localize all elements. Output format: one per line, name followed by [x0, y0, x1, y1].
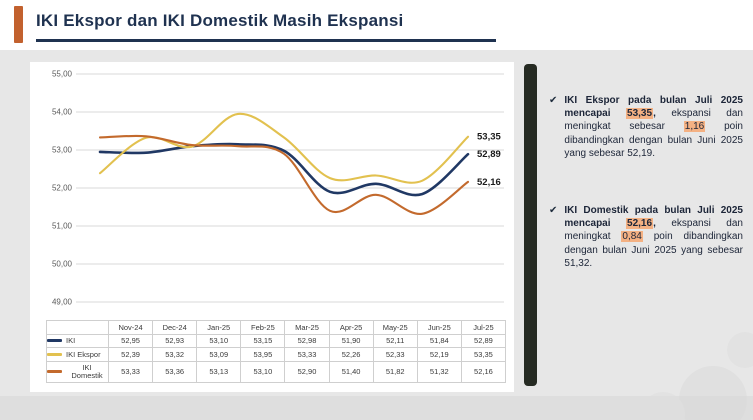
check-icon: ✔ — [549, 204, 558, 216]
series-name: IKI Ekspor — [66, 349, 101, 359]
y-axis-tick-label: 55,00 — [52, 70, 73, 79]
table-value-cell: 53,33 — [284, 347, 330, 362]
table-row: IKI Ekspor 52,39 53,32 53,09 53,95 53,33 52,26… — [46, 347, 507, 362]
table-value-cell: 52,93 — [152, 333, 198, 348]
insight-bullet: ✔ IKI Ekspor pada bulan Juli 2025 mencapa… — [549, 94, 743, 160]
line-chart: 55,00 54,00 53,00 52,00 51,00 50,00 49,00 52,89… — [52, 70, 504, 307]
side-accent-bar — [524, 64, 537, 386]
table-value-cell: 53,09 — [196, 347, 242, 362]
table-value-cell: 51,82 — [372, 360, 418, 383]
text-segment: IKI Domestik pada bulan Juli 2025 mencap… — [564, 204, 743, 230]
table-value-cell: 53,10 — [240, 360, 286, 383]
text-segment: IKI Ekspor pada bulan Juli 2025 mencapai — [564, 95, 743, 120]
chart-data-table-wrap: Nov-24 Dec-24 Jan-25 Feb-25 Mar-25 Apr-25 May-… — [46, 320, 507, 383]
table-month-header: Apr-25 — [328, 320, 374, 335]
table-value-cell: 53,35 — [460, 347, 507, 362]
table-value-cell: 51,40 — [328, 360, 374, 383]
text-segment: , — [653, 108, 672, 120]
table-month-header: Jun-25 — [416, 320, 462, 335]
text-segment: , — [653, 218, 672, 230]
table-value-cell: 51,90 — [328, 333, 374, 348]
table-month-header: Feb-25 — [240, 320, 286, 335]
series-end-label: 52,16 — [477, 177, 501, 188]
table-value-cell: 52,33 — [372, 347, 418, 362]
title-underline — [36, 39, 496, 42]
background-pattern — [641, 332, 753, 420]
header-bar: IKI Ekspor dan IKI Domestik Masih Ekspan… — [0, 0, 753, 50]
y-axis-tick-label: 51,00 — [52, 222, 73, 231]
series-legend-cell: IKI — [46, 333, 109, 348]
table-value-cell: 53,95 — [240, 347, 286, 362]
series-legend-cell: IKI Ekspor — [46, 347, 109, 362]
table-value-cell: 52,26 — [328, 347, 374, 362]
table-value-cell: 52,98 — [284, 333, 330, 348]
text-segment: poin dibandingkan dengan bulan Juni 2025… — [564, 121, 743, 159]
series-name: IKI — [66, 336, 76, 345]
table-value-cell: 53,13 — [196, 360, 242, 383]
table-value-cell: 52,95 — [107, 333, 154, 348]
highlighted-value: 53,35 — [626, 108, 654, 120]
text-segment: ekspansi dan meningkat — [564, 218, 743, 243]
text-segment: ekspansi dan meningkat sebesar — [564, 108, 743, 133]
insight-text: IKI Domestik pada bulan Juli 2025 mencap… — [564, 204, 743, 270]
highlighted-value: 0,84 — [621, 231, 643, 243]
series-end-label: 52,89 — [477, 149, 501, 160]
y-axis-tick-label: 52,00 — [52, 184, 73, 193]
table-month-header: Nov-24 — [107, 320, 154, 335]
chart-card: 55,00 54,00 53,00 52,00 51,00 50,00 49,00 52,89… — [30, 62, 514, 392]
table-value-cell: 53,10 — [196, 333, 242, 348]
insight-bullet: ✔ IKI Domestik pada bulan Juli 2025 menca… — [549, 204, 743, 270]
highlighted-value: 1,16 — [683, 121, 706, 133]
table-value-cell: 52,19 — [416, 347, 462, 362]
table-value-cell: 53,32 — [152, 347, 198, 362]
table-month-header: May-25 — [372, 320, 418, 335]
table-month-header: Jan-25 — [196, 320, 242, 335]
series-legend-cell: IKI Domestik — [46, 360, 109, 383]
chart-data-table: Nov-24 Dec-24 Jan-25 Feb-25 Mar-25 Apr-25 May-… — [46, 320, 507, 383]
series-line-iki-domestik — [98, 134, 470, 215]
table-month-header: Mar-25 — [284, 320, 330, 335]
series-line-iki-ekspor — [98, 112, 470, 184]
y-axis-tick-label: 50,00 — [52, 260, 73, 269]
table-month-header: Dec-24 — [152, 320, 198, 335]
table-value-cell: 52,16 — [460, 360, 507, 383]
table-value-cell: 52,89 — [460, 333, 507, 348]
table-corner-cell — [46, 320, 109, 335]
insight-panel: ✔ IKI Ekspor pada bulan Juli 2025 mencapa… — [549, 94, 743, 314]
legend-line-icon — [47, 352, 62, 356]
insight-text: IKI Ekspor pada bulan Juli 2025 mencapai… — [564, 94, 743, 160]
table-row: IKI 52,95 52,93 53,10 53,15 52,98 51,90 52,11 51… — [46, 333, 507, 348]
check-icon: ✔ — [549, 95, 558, 106]
series-line-iki — [98, 142, 470, 197]
table-value-cell: 51,84 — [416, 333, 462, 348]
table-value-cell: 53,36 — [152, 360, 198, 383]
series-end-label: 53,35 — [477, 132, 501, 143]
table-value-cell: 53,33 — [107, 360, 154, 383]
y-axis-tick-label: 53,00 — [52, 146, 73, 155]
table-row: IKI Domestik 53,33 53,36 53,13 53,10 52,90 51,… — [46, 360, 507, 383]
legend-line-icon — [47, 339, 62, 343]
table-value-cell: 52,11 — [372, 333, 418, 348]
y-axis-tick-label: 49,00 — [52, 298, 73, 307]
series-name: IKI Domestik — [71, 363, 103, 380]
table-value-cell: 53,15 — [240, 333, 286, 348]
table-value-cell: 52,39 — [107, 347, 154, 362]
y-axis-tick-label: 54,00 — [52, 108, 73, 117]
highlighted-value: 52,16 — [626, 218, 654, 230]
title-accent — [14, 6, 23, 43]
table-month-header: Jul-25 — [460, 320, 507, 335]
legend-line-icon — [47, 370, 62, 373]
table-value-cell: 52,90 — [284, 360, 330, 383]
page-title: IKI Ekspor dan IKI Domestik Masih Ekspan… — [36, 11, 404, 30]
text-segment: poin dibandingkan dengan bulan Juni 2025… — [564, 231, 743, 269]
table-value-cell: 51,32 — [416, 360, 462, 383]
